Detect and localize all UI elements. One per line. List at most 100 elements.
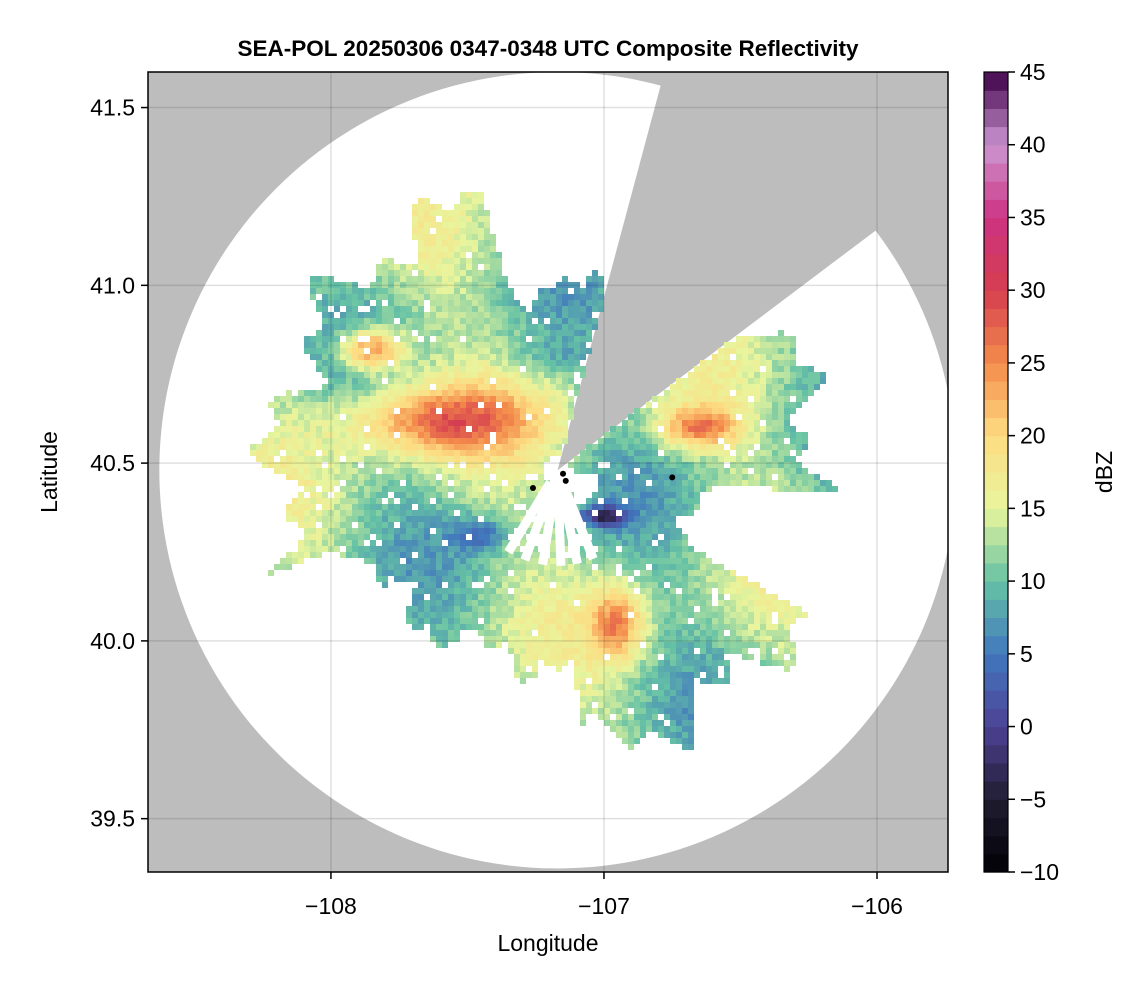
echo-cell: [496, 522, 502, 528]
echo-cell: [580, 642, 586, 648]
echo-cell: [418, 606, 424, 612]
echo-cell: [406, 390, 412, 396]
echo-cell: [436, 498, 442, 504]
echo-cell: [778, 426, 784, 432]
echo-cell: [322, 354, 328, 360]
echo-cell: [790, 354, 796, 360]
echo-cell: [616, 534, 622, 540]
echo-cell: [664, 558, 670, 564]
echo-cell: [694, 378, 700, 384]
echo-cell: [556, 324, 562, 330]
echo-cell: [634, 540, 640, 546]
echo-cell: [634, 486, 640, 492]
echo-cell: [628, 636, 634, 642]
echo-cell: [382, 414, 388, 420]
echo-cell: [640, 726, 646, 732]
echo-cell: [760, 360, 766, 366]
echo-cell: [688, 720, 694, 726]
echo-cell: [496, 606, 502, 612]
echo-cell: [532, 426, 538, 432]
echo-cell: [286, 402, 292, 408]
echo-cell: [358, 384, 364, 390]
echo-cell: [676, 510, 682, 516]
echo-cell: [580, 714, 586, 720]
echo-cell: [496, 600, 502, 606]
echo-cell: [556, 582, 562, 588]
echo-cell: [556, 612, 562, 618]
echo-cell: [646, 606, 652, 612]
echo-cell: [424, 366, 430, 372]
echo-cell: [754, 390, 760, 396]
echo-cell: [382, 474, 388, 480]
echo-cell: [346, 300, 352, 306]
echo-cell: [574, 678, 580, 684]
echo-cell: [304, 408, 310, 414]
echo-cell: [628, 726, 634, 732]
echo-cell: [790, 648, 796, 654]
echo-cell: [502, 444, 508, 450]
echo-cell: [766, 450, 772, 456]
echo-cell: [604, 486, 610, 492]
echo-cell: [448, 606, 454, 612]
echo-cell: [298, 498, 304, 504]
echo-cell: [676, 498, 682, 504]
y-tick-label: 39.5: [90, 806, 135, 832]
echo-cell: [658, 582, 664, 588]
echo-cell: [346, 324, 352, 330]
echo-cell: [682, 636, 688, 642]
echo-cell: [526, 576, 532, 582]
echo-cell: [664, 504, 670, 510]
echo-cell: [586, 564, 592, 570]
echo-cell: [430, 480, 436, 486]
echo-cell: [604, 582, 610, 588]
echo-cell: [574, 624, 580, 630]
echo-cell: [484, 270, 490, 276]
echo-cell: [448, 396, 454, 402]
echo-cell: [574, 282, 580, 288]
echo-cell: [760, 462, 766, 468]
echo-cell: [670, 576, 676, 582]
echo-cell: [502, 324, 508, 330]
echo-cell: [358, 480, 364, 486]
echo-cell: [328, 504, 334, 510]
colorbar-tick-label: 10: [1020, 568, 1046, 594]
echo-cell: [472, 462, 478, 468]
echo-cell: [730, 594, 736, 600]
echo-cell: [424, 288, 430, 294]
echo-cell: [592, 516, 598, 522]
echo-cell: [712, 420, 718, 426]
echo-cell: [376, 396, 382, 402]
echo-cell: [634, 522, 640, 528]
echo-cell: [274, 468, 280, 474]
echo-cell: [742, 618, 748, 624]
echo-cell: [550, 576, 556, 582]
echo-cell: [448, 570, 454, 576]
echo-cell: [592, 612, 598, 618]
echo-cell: [352, 414, 358, 420]
echo-cell: [316, 282, 322, 288]
echo-cell: [688, 672, 694, 678]
echo-cell: [610, 576, 616, 582]
echo-cell: [406, 540, 412, 546]
echo-cell: [484, 582, 490, 588]
echo-cell: [520, 426, 526, 432]
echo-cell: [586, 648, 592, 654]
echo-cell: [370, 402, 376, 408]
echo-cell: [532, 624, 538, 630]
echo-cell: [610, 558, 616, 564]
echo-cell: [436, 300, 442, 306]
echo-cell: [478, 510, 484, 516]
echo-cell: [310, 276, 316, 282]
echo-cell: [424, 354, 430, 360]
echo-cell: [400, 318, 406, 324]
echo-cell: [352, 426, 358, 432]
echo-cell: [346, 522, 352, 528]
echo-cell: [646, 618, 652, 624]
echo-cell: [556, 666, 562, 672]
echo-cell: [544, 306, 550, 312]
echo-cell: [352, 390, 358, 396]
echo-cell: [556, 654, 562, 660]
echo-cell: [616, 606, 622, 612]
echo-cell: [568, 396, 574, 402]
echo-cell: [466, 318, 472, 324]
